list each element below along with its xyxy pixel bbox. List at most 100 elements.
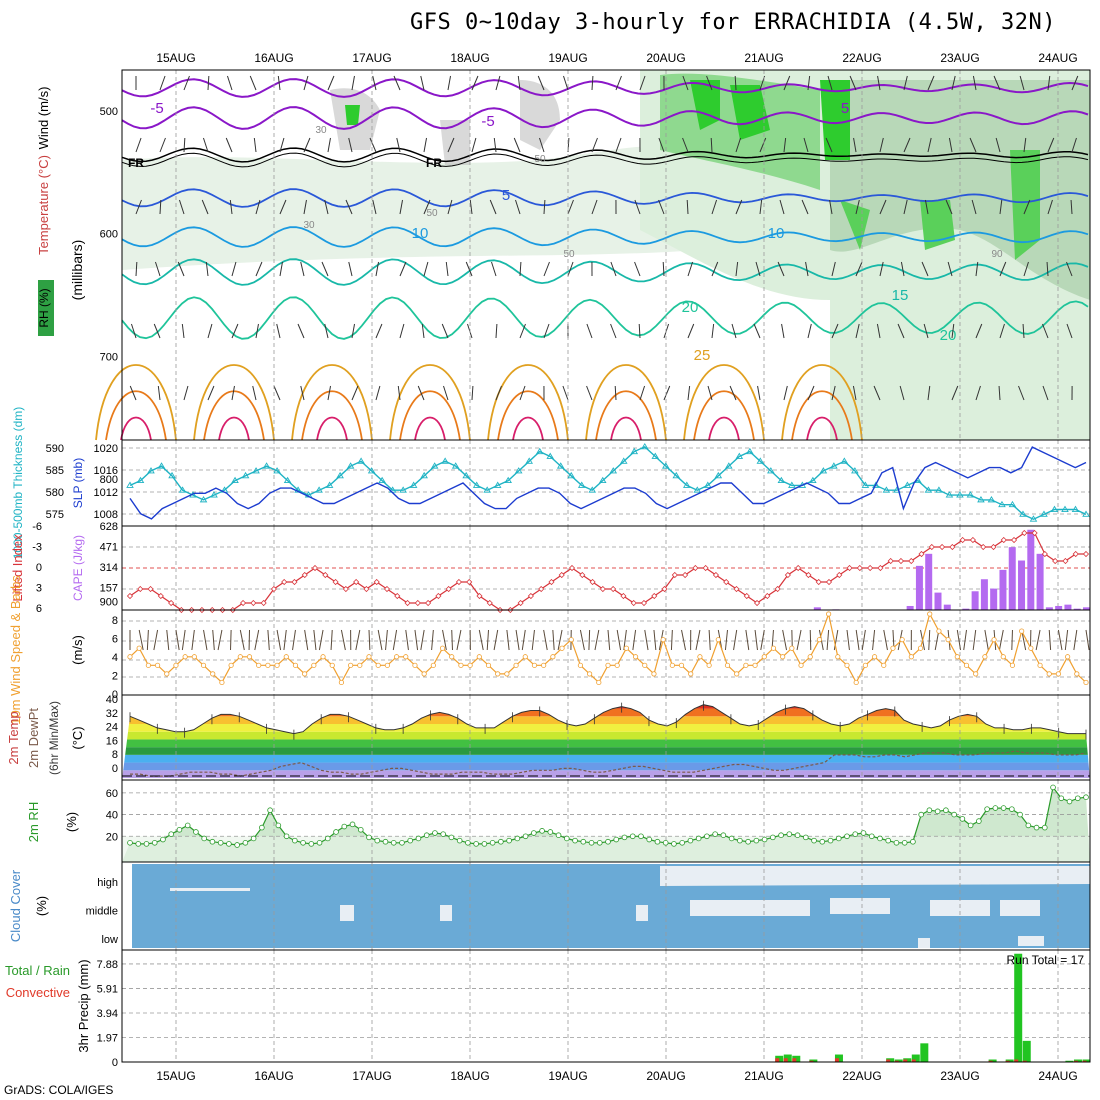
wind-speed-marker bbox=[1009, 662, 1016, 668]
thickness-tick: 585 bbox=[46, 465, 64, 477]
cape-bar bbox=[999, 569, 1007, 610]
temp-tick: 32 bbox=[106, 708, 118, 720]
wind-speed-marker bbox=[302, 671, 308, 677]
wind-barb bbox=[801, 199, 809, 215]
lifted-index-marker bbox=[897, 557, 905, 565]
thickness-marker bbox=[399, 486, 407, 493]
rh-marker bbox=[638, 833, 644, 840]
thickness-tick: 580 bbox=[46, 487, 64, 499]
wind-speed-marker bbox=[320, 654, 326, 660]
wind10-barb bbox=[166, 629, 170, 651]
wind-barb bbox=[591, 75, 594, 91]
rh-zone-90 bbox=[690, 80, 850, 160]
wind10-barb bbox=[175, 629, 180, 651]
wind10-barb bbox=[506, 629, 510, 651]
precip-tick: 1.97 bbox=[97, 1032, 118, 1044]
thickness-marker bbox=[830, 462, 838, 469]
lifted-index-marker bbox=[538, 585, 545, 593]
cloud-middle bbox=[440, 905, 452, 921]
thickness-marker bbox=[1061, 505, 1069, 512]
wind-barb bbox=[207, 385, 215, 401]
cape-tick: 314 bbox=[100, 562, 118, 574]
rh-marker bbox=[333, 829, 339, 835]
rh-label: RH (%) bbox=[37, 288, 51, 327]
wind-barb bbox=[1042, 323, 1049, 339]
temp-band bbox=[122, 724, 1090, 732]
lifted-index-marker bbox=[517, 599, 524, 607]
wind-barb bbox=[923, 323, 929, 339]
wind-speed-marker bbox=[816, 637, 823, 643]
wind-speed-marker bbox=[688, 671, 694, 677]
thickness-marker bbox=[619, 457, 628, 464]
rh-marker bbox=[506, 837, 512, 844]
rh-marker bbox=[943, 807, 949, 814]
wind-speed-marker bbox=[789, 645, 795, 651]
lifted-index-marker bbox=[1041, 550, 1048, 558]
contour-30 bbox=[301, 390, 363, 441]
wind10-barb bbox=[283, 629, 287, 651]
wind-barb bbox=[610, 261, 617, 277]
wind10-barb bbox=[392, 629, 398, 651]
wind-barb bbox=[517, 75, 521, 91]
wind-barb bbox=[1022, 323, 1025, 339]
wind10-barb bbox=[796, 629, 802, 651]
rh-marker bbox=[226, 841, 232, 847]
contour-25 bbox=[683, 364, 765, 441]
lifted-index-marker bbox=[949, 543, 956, 551]
rh-marker bbox=[794, 832, 801, 838]
wind-barb bbox=[663, 385, 671, 401]
thickness-marker bbox=[493, 481, 502, 488]
rh-marker bbox=[613, 836, 620, 843]
wind-barb bbox=[327, 75, 335, 91]
wind-barb bbox=[562, 385, 569, 401]
contour-30 bbox=[693, 390, 755, 441]
wind-barb bbox=[682, 75, 689, 91]
wind-speed-marker bbox=[559, 645, 565, 651]
date-label-bottom: 19AUG bbox=[548, 1069, 587, 1083]
wind10-barb bbox=[1035, 629, 1041, 651]
cloud-middle bbox=[340, 905, 354, 921]
lifted-index-marker bbox=[1010, 536, 1018, 544]
lifted-index-marker bbox=[877, 564, 884, 572]
cloud-unit: (%) bbox=[34, 896, 49, 916]
contour-minus10 bbox=[121, 78, 1089, 98]
lifted-index-marker bbox=[640, 599, 648, 607]
contour-label: 15 bbox=[892, 287, 909, 304]
wind-barb bbox=[903, 199, 908, 215]
contour-30 bbox=[105, 390, 167, 441]
thickness-marker bbox=[1008, 500, 1017, 508]
rh-marker bbox=[349, 821, 356, 828]
wind-speed-marker bbox=[210, 671, 216, 677]
wind-barb bbox=[515, 199, 521, 215]
lifted-index-marker bbox=[825, 578, 833, 586]
rh-marker bbox=[868, 833, 875, 840]
contour-label: 5 bbox=[841, 100, 849, 117]
wind-speed-marker bbox=[458, 662, 464, 668]
contour-5 bbox=[121, 188, 1089, 208]
wind-barb bbox=[807, 75, 811, 91]
wind-speed-marker bbox=[706, 662, 712, 668]
date-label-bottom: 22AUG bbox=[842, 1069, 881, 1083]
rh-marker bbox=[184, 822, 191, 829]
wind10-barb bbox=[695, 629, 701, 651]
wind-barb bbox=[421, 323, 425, 339]
wind-speed-marker bbox=[1019, 628, 1025, 634]
thickness-marker bbox=[546, 452, 555, 459]
thickness-marker bbox=[262, 462, 271, 469]
lifted-index-marker bbox=[682, 571, 689, 579]
thickness-marker bbox=[819, 467, 828, 474]
wind-barb bbox=[375, 323, 383, 339]
lifted-index-marker bbox=[980, 543, 987, 551]
wind-barb bbox=[539, 137, 545, 153]
wind10-barb bbox=[1048, 629, 1052, 651]
wind-speed-marker bbox=[743, 662, 749, 668]
thickness-marker bbox=[577, 481, 586, 488]
rh-marker bbox=[209, 838, 216, 845]
wind-speed-marker bbox=[991, 637, 997, 643]
cloud-level-label: middle bbox=[86, 906, 118, 918]
cape-bar bbox=[813, 607, 821, 610]
upper-air-panel: -5 -5 5 5 10 10 15 20 20 25 30 30 50 50 50 90 FR FR bbox=[95, 70, 1090, 441]
rh-marker bbox=[687, 837, 694, 844]
wind-barb bbox=[879, 199, 887, 215]
wind-barb bbox=[805, 261, 809, 277]
